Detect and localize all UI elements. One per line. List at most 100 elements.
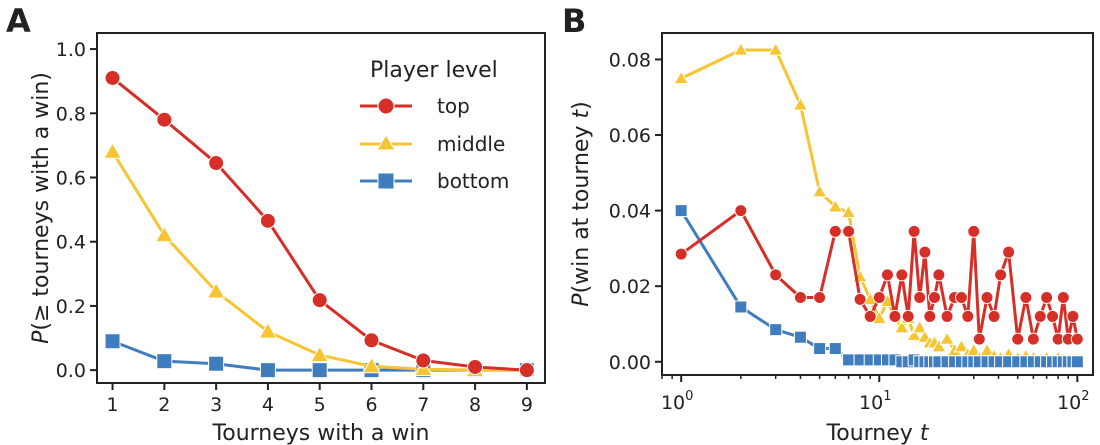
panel-0-point-top [467, 358, 484, 375]
panel-0-point-bottom [208, 355, 225, 372]
panel-0-point-middle [206, 281, 226, 299]
panel-1-point-bottom [813, 342, 827, 356]
panel-1-point-middle [953, 338, 970, 353]
panel-1-point-top [961, 309, 975, 323]
panel-a-xtick-label: 1 [106, 394, 118, 416]
panel-0-point-top [518, 362, 535, 379]
legend-label-bottom: bottom [437, 169, 509, 193]
panel-1-point-top [1019, 291, 1033, 305]
panel-0-point-top [311, 292, 328, 309]
panel-1-point-top [987, 309, 1001, 323]
panel-0-point-bottom [311, 362, 328, 379]
panel-1-point-middle [733, 42, 749, 56]
panel-1-point-top [940, 309, 954, 323]
panel-b-y-axis-label: P(win at tourney t) [569, 101, 594, 306]
legend-entry-bottom: bottom [360, 169, 509, 193]
panel-1-point-top [1011, 332, 1025, 346]
panel-a-xtick-label: 5 [314, 394, 326, 416]
panel-1-point-top [907, 224, 921, 238]
panel-1-point-middle [939, 331, 955, 345]
panel-1-point-top [1002, 245, 1016, 259]
legend-entry-middle: middle [360, 132, 505, 156]
panel-1-point-middle [894, 319, 910, 334]
panel-1-point-bottom [828, 342, 842, 356]
panel-1-point-top [734, 204, 748, 218]
panel-1-point-top [793, 291, 807, 305]
panel-a-letter: A [6, 2, 31, 40]
panel-0-line-top [111, 76, 527, 372]
legend-label-middle: middle [437, 132, 505, 156]
panel-1-point-bottom [793, 330, 807, 344]
panel-1-point-top [895, 268, 909, 282]
panel-1-point-top [913, 291, 927, 305]
panel-1-point-middle [673, 70, 689, 85]
panel-1-series-bottom [674, 204, 1084, 369]
panel-1-point-top [927, 291, 941, 305]
panel-1-point-top [769, 268, 783, 282]
panel-0-point-middle [310, 345, 330, 363]
panel-0-axes-frame [96, 32, 546, 384]
panel-1-point-top [1033, 309, 1047, 323]
panel-0-point-top [156, 111, 173, 128]
panel-1-point-top [1046, 309, 1060, 323]
panel-0-point-bottom [156, 353, 173, 370]
panel-1-ytick-label: 0.06 [609, 125, 651, 147]
panel-0-point-bottom [104, 333, 121, 350]
panel-1-point-top [932, 268, 946, 282]
panel-b-x-axis-label: Tourney t [826, 421, 930, 445]
panel-1-point-bottom [1070, 355, 1084, 369]
panel-1-point-middle [811, 183, 828, 198]
panel-0-ytick-label: 0.8 [56, 103, 86, 125]
panel-0-ytick-label: 0.6 [56, 167, 86, 189]
panel-1-point-top [853, 292, 867, 306]
panel-1-point-top [880, 268, 894, 282]
legend-label-top: top [437, 94, 470, 118]
panel-1-point-top [980, 291, 994, 305]
legend-entry-top: top [360, 94, 470, 118]
panel-1-point-bottom [769, 323, 783, 337]
panel-0-point-middle [103, 142, 123, 159]
panel-0-point-top [415, 352, 432, 369]
legend-top-marker [377, 97, 395, 115]
panel-0-ytick-label: 0.4 [56, 232, 86, 254]
panel-1-axes-frame [661, 32, 1094, 376]
panel-1-point-top [842, 224, 856, 238]
panel-a-xtick-label: 7 [417, 394, 429, 416]
panel-b: B 0.00 0.02 0.04 0.06 0.08 100 101 102 Tourney t… [562, 2, 1094, 445]
panel-a-xtick-label: 2 [158, 394, 170, 416]
panel-1-point-top [888, 309, 902, 323]
panel-a-y-axis-label: P(≥ tourneys with a win) [29, 72, 54, 344]
panel-a: A 0.0 0.2 0.4 0.6 0.8 1.0 1 2 3 4 5 6 7 8 9 Tourneys wi… [6, 2, 546, 445]
panel-1-point-top [863, 309, 877, 323]
panel-b-xtick-label: 102 [1057, 389, 1089, 414]
panel-1-ytick-label: 0.02 [609, 276, 651, 298]
panel-1-point-top [1056, 291, 1070, 305]
panel-1-point-middle [767, 42, 784, 56]
panel-1-point-top [994, 268, 1008, 282]
panel-1-point-middle [906, 327, 922, 341]
panel-1-point-top [1066, 309, 1080, 323]
panel-a-xtick-label: 8 [469, 394, 481, 416]
panel-a-x-axis-label: Tourneys with a win [212, 421, 430, 445]
panel-0-point-bottom [259, 362, 276, 379]
panel-0-point-middle [362, 356, 381, 374]
panel-a-xtick-label: 6 [365, 394, 377, 416]
panel-a-plot-area: 0.0 0.2 0.4 0.6 0.8 1.0 1 2 3 4 5 6 7 8 9 Tourneys with… [29, 32, 546, 445]
panel-0-point-top [208, 155, 225, 172]
panel-0-ytick-label: 1.0 [56, 39, 86, 61]
panel-1-point-middle [911, 319, 928, 334]
panel-0-point-top [259, 212, 276, 229]
legend-bottom-marker [377, 172, 395, 190]
panel-a-xtick-label: 9 [521, 394, 533, 416]
panel-1-point-top [954, 291, 968, 305]
panel-1-point-top [967, 224, 981, 238]
panel-a-xtick-label: 3 [210, 394, 222, 416]
legend: Player level top middle bottom [360, 58, 509, 193]
panel-0-point-top [363, 332, 380, 349]
panel-1-point-top [872, 291, 886, 305]
panel-1-point-middle [792, 96, 809, 111]
panel-a-y-label-var: P [29, 330, 54, 344]
panel-1-point-bottom [674, 204, 688, 218]
panel-0-ytick-label: 0.2 [56, 296, 86, 318]
panel-0-point-middle [154, 225, 174, 243]
